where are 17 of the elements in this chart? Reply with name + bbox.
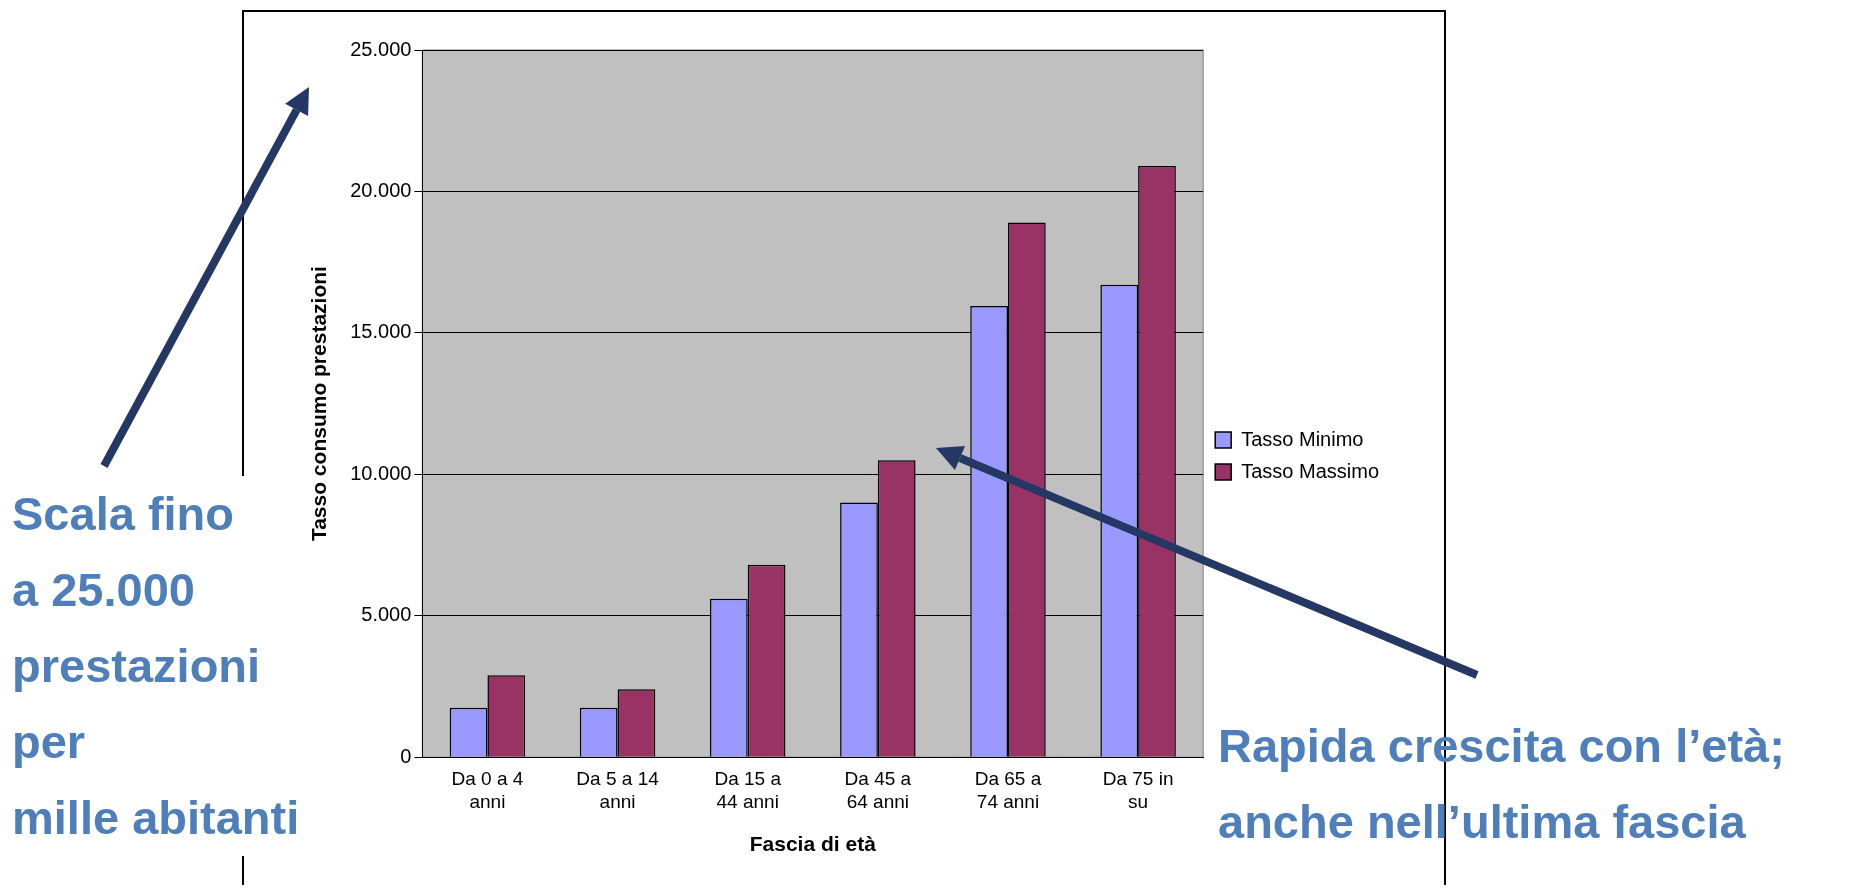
x-tick-label: Da 75 in su [1102,767,1174,812]
legend-label: Tasso Massimo [1241,459,1379,482]
y-tick-label: 0 [400,744,412,767]
y-axis-title: Tasso consumo prestazioni [307,266,331,542]
x-tick-label: Da 45 a 64 anni [844,767,912,812]
legend-label: Tasso Minimo [1241,427,1364,450]
text: Scala fino a 25.000 prestazioni per mille abitanti [12,476,300,856]
x-tick-label: Da 0 a 4 anni [451,767,524,812]
x-tick-label: Da 15 a 44 anni [714,767,782,812]
y-tick-label: 25.000 [350,37,412,60]
x-axis-title: Fascia di età [749,832,877,856]
y-tick-label: 10.000 [350,461,412,484]
y-tick-label: 5.000 [361,603,412,626]
x-tick-label: Da 65 a 74 anni [974,767,1042,812]
y-tick-label: 15.000 [350,320,412,343]
y-tick-label: 20.000 [350,178,412,201]
x-tick-label: Da 5 a 14 anni [576,767,660,812]
